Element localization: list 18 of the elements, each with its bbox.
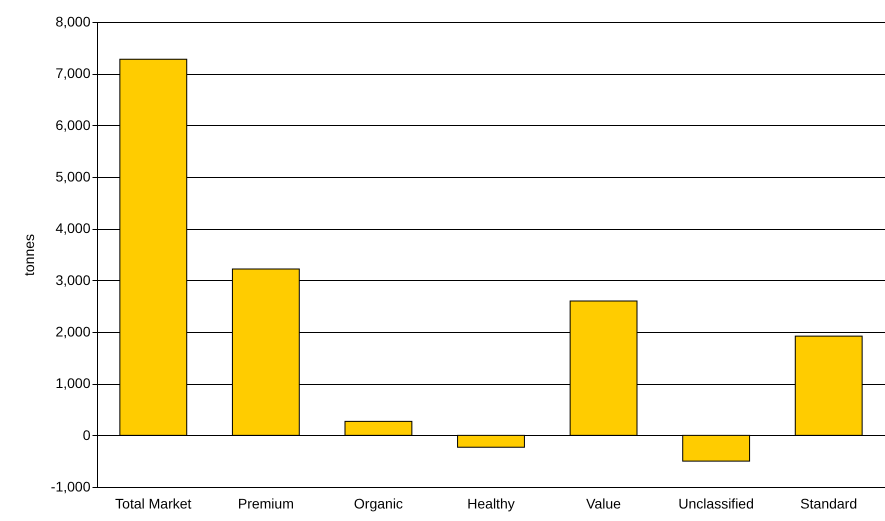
y-tick-label: 8,000 (55, 14, 91, 30)
x-tick-label: Premium (238, 496, 294, 512)
y-tick-label: 3,000 (55, 272, 91, 288)
y-axis-title: tonnes (20, 234, 37, 276)
x-tick-label: Healthy (467, 496, 515, 512)
y-tick-label: 1,000 (55, 375, 91, 392)
x-tick-label: Total Market (115, 496, 192, 512)
y-tick-label: -1,000 (50, 478, 91, 494)
y-tick-label: 0 (82, 426, 91, 443)
x-tick-label: Standard (800, 496, 858, 512)
x-tick-label: Organic (354, 496, 403, 512)
x-tick-label: Value (586, 496, 622, 512)
y-tick-label: 6,000 (55, 116, 91, 133)
x-tick-label: Unclassified (678, 496, 754, 512)
y-tick-label: 4,000 (55, 220, 91, 236)
y-tick-label: 7,000 (55, 65, 91, 82)
y-tick-label: 5,000 (55, 168, 91, 184)
y-tick-label: 2,000 (55, 324, 91, 340)
